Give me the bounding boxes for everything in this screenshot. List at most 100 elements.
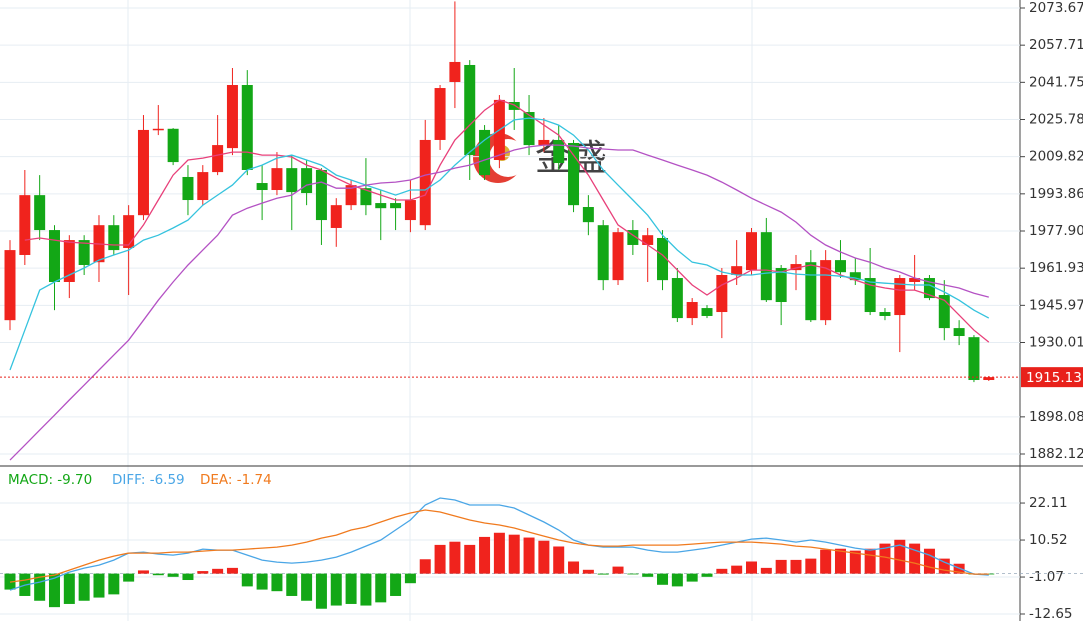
candle-body [137,129,149,216]
candle-body [63,240,75,282]
candle-body [390,203,402,209]
y-tick-label: 10.52 [1029,532,1068,548]
macd-bar [612,566,624,574]
candle-body [894,278,906,316]
macd-bar [330,573,342,606]
y-tick-label: 2041.75 [1029,74,1083,90]
macd-bar [879,543,891,574]
macd-bar [345,573,357,604]
macd-bar [226,567,238,574]
line-series [9,509,989,583]
candle-body [671,278,683,319]
candle-body [78,240,90,265]
candle-body [286,168,298,193]
candle-body [434,88,446,140]
macd-bar [805,558,817,574]
macd-bar [493,532,505,574]
y-tick-label: 1898.08 [1029,409,1083,425]
candle-body [657,237,669,281]
candle-body [568,142,580,206]
candle-body [226,85,238,149]
candle-body [4,250,16,321]
y-tick-label: 1977.90 [1029,223,1083,239]
candle-body [197,172,209,201]
candle-body [271,168,283,191]
macd-bar [716,568,728,574]
macd-bar [123,573,135,582]
macd-bar [642,573,654,577]
macd-bar [152,573,164,576]
macd-bar [301,573,313,601]
candle-body [923,278,935,299]
macd-bar [464,544,476,574]
macd-bar [923,548,935,574]
candle-body [849,272,861,281]
y-tick-label: 2073.67 [1029,0,1083,16]
line-series [9,117,990,371]
y-tick-label: 1993.86 [1029,186,1083,202]
candle-body [864,278,876,313]
line-series [9,144,989,461]
candle-body [627,230,639,245]
line-series [9,497,989,591]
candle-body [315,169,327,221]
candle-body [508,102,520,110]
y-tick-label: 1961.93 [1029,260,1083,276]
macd-bar [657,573,669,585]
macd-bar [479,536,491,574]
macd-bar [597,573,609,575]
candle-body [538,139,550,146]
macd-bar [449,541,461,574]
candle-body [553,139,565,164]
macd-bar [63,573,75,604]
macd-bar [375,573,387,603]
y-tick-label: 2025.78 [1029,112,1083,128]
macd-bar [108,573,120,595]
candle-body [983,377,995,381]
y-tick-label: 2009.82 [1029,149,1083,165]
candle-body [48,230,60,282]
candle-body [34,195,46,231]
candle-body [152,128,164,131]
candle-body [582,207,594,223]
candle-body [760,232,772,301]
y-tick-label: 22.11 [1029,495,1068,511]
candle-body [953,328,965,337]
candle-body [108,225,120,251]
macd-bar [286,573,298,596]
macd-bar [137,570,149,574]
candle-body [330,205,342,228]
macd-bar [671,573,683,587]
macd-bar [508,534,520,574]
candle-body [19,195,31,255]
macd-bar [241,573,253,587]
macd-bar [760,567,772,574]
line-series [24,99,990,343]
macd-bar [909,543,921,574]
candle-body [686,302,698,319]
macd-bar [568,561,580,574]
macd-bar [212,568,224,574]
macd-bar [553,546,565,574]
macd-bar [523,537,535,574]
macd-bar [686,573,698,582]
y-tick-label: 1882.12 [1029,446,1083,462]
legend-label: MACD: -9.70 [8,472,92,488]
macd-bar [182,573,194,581]
y-tick-label: 2057.71 [1029,37,1083,53]
macd-bar [390,573,402,596]
candle-body [938,295,950,329]
candle-body [597,225,609,281]
macd-bar [167,573,179,577]
macd-bar [627,573,639,575]
candle-body [301,168,313,194]
candle-body [404,200,416,221]
macd-bar [582,569,594,574]
macd-bar [938,558,950,574]
macd-bar [360,573,372,606]
macd-bar [538,540,550,574]
candle-body [375,203,387,209]
macd-bar [775,559,787,574]
